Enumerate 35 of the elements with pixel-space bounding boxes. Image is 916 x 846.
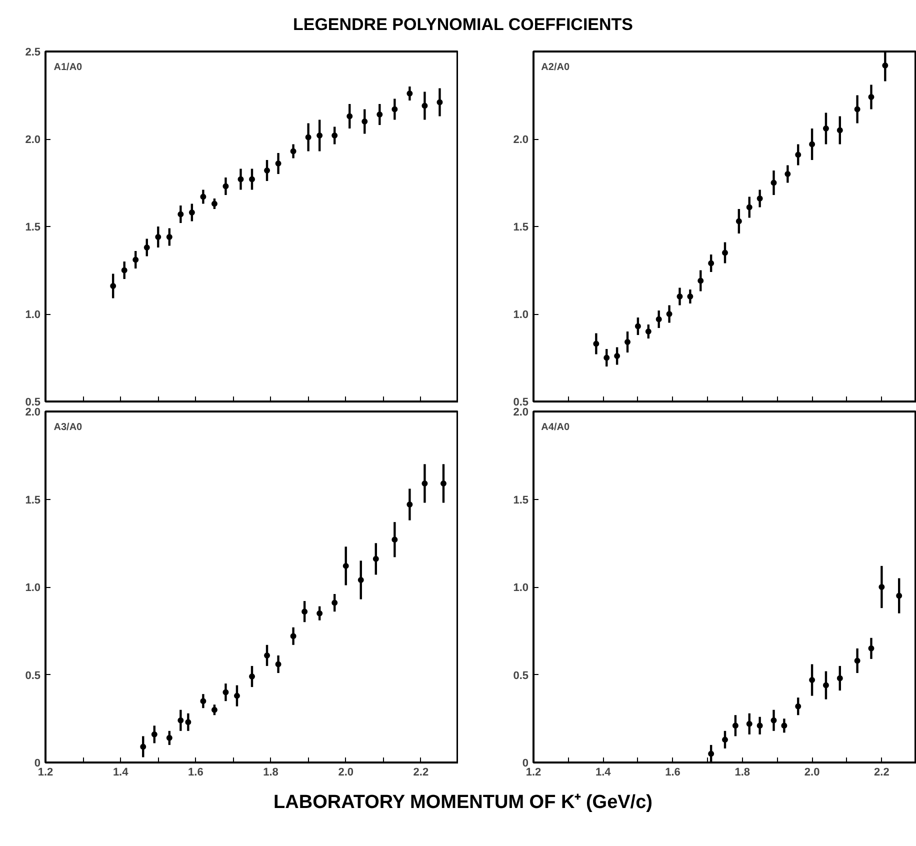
annotation: A1/A0 [54,62,83,73]
annotation: A2/A0 [541,62,570,73]
y-tick-label: 0.5 [513,670,529,682]
annotation: A4/A0 [541,422,570,434]
y-tick-label: 2.0 [25,134,41,146]
y-tick-label: 1.0 [513,309,529,321]
y-tick-label: 1.5 [513,494,529,506]
y-tick-label: 2.5 [25,46,41,58]
y-tick-label: 2.0 [513,134,529,146]
x-tick-label: 2.0 [338,766,354,778]
y-tick-label: 2.0 [25,406,41,418]
x-tick-label: 1.2 [38,766,54,778]
y-tick-label: 0.5 [513,396,529,408]
annotation: A3/A0 [54,422,83,434]
x-tick-label: 1.4 [112,766,130,778]
x-tick-label: 2.0 [804,766,820,778]
y-tick-label: 2.0 [513,406,529,418]
chart-title: LEGENDRE POLYNOMIAL COEFFICIENTS [292,14,634,36]
y-tick-label: 0.5 [25,670,41,682]
x-tick-label: 1.8 [734,766,750,778]
x-tick-label: 1.4 [595,766,612,778]
y-tick-label: 1.0 [513,582,529,594]
y-tick-label: 1.5 [25,494,41,506]
y-tick-label: 1.5 [25,222,41,234]
y-tick-label: 1.5 [513,222,529,234]
x-tick-label: 2.2 [874,766,890,778]
x-tick-label: 1.6 [665,766,680,778]
y-tick-label: 1.0 [25,582,41,594]
y-tick-label: 1.0 [25,309,41,321]
x-tick-label: 1.6 [188,766,204,778]
x-axis-title: LABORATORY MOMENTUM OF K⁺ (GeV/c) [274,791,652,815]
y-tick-label: 0.5 [25,396,41,408]
x-tick-label: 1.8 [263,766,278,778]
x-tick-label: 2.2 [413,766,429,778]
x-tick-label: 1.2 [526,766,542,778]
